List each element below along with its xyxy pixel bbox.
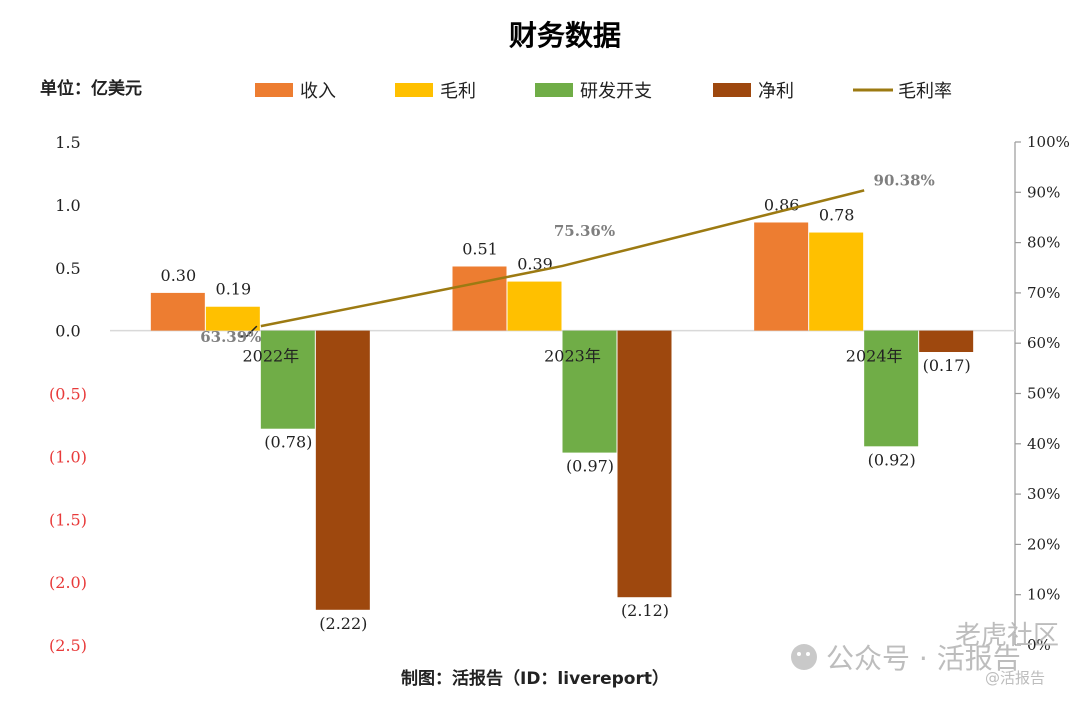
chart-title: 财务数据 <box>509 19 621 52</box>
legend-swatch <box>395 83 433 97</box>
right-tick-label: 20% <box>1027 535 1060 553</box>
bar-4-1 <box>315 330 370 610</box>
gross-margin-line: 63.39% 75.36% 90.38% <box>200 171 935 346</box>
left-tick-label: 1.0 <box>55 196 80 215</box>
watermark-text: 公众号 · 活报告 <box>826 642 1021 675</box>
legend-swatch <box>713 83 751 97</box>
left-tick-label: (0.5) <box>49 385 87 404</box>
unit-label: 单位：亿美元 <box>40 78 142 99</box>
left-tick-label: 1.5 <box>55 133 80 152</box>
legend-label: 毛利 <box>440 81 476 102</box>
right-y-axis: 100% 90% 80% 70% 60% 50% 40% 30% 20% 10% 0% <box>1014 133 1070 654</box>
right-tick-label: 30% <box>1027 485 1060 503</box>
bar-value-label: 0.51 <box>462 239 498 258</box>
bar-value-label: (0.78) <box>264 433 312 452</box>
bar-value-label: 0.30 <box>161 266 197 285</box>
footer-credit: 制图：活报告（ID：livereport） <box>401 668 669 689</box>
gross-margin-label: 75.36% <box>554 222 615 240</box>
right-tick-label: 10% <box>1027 586 1060 604</box>
right-tick-label: 80% <box>1027 234 1060 252</box>
bar-3-2 <box>562 330 617 453</box>
right-tick-label: 40% <box>1027 435 1060 453</box>
left-tick-label: (2.5) <box>49 636 87 655</box>
left-tick-label: 0.5 <box>55 259 80 278</box>
bar-1-1 <box>150 292 205 331</box>
right-tick-label: 70% <box>1027 284 1060 302</box>
bar-labels: 0.300.510.860.190.390.78(0.78)(0.97) (0.9… <box>161 195 971 632</box>
legend-swatch <box>535 83 573 97</box>
left-y-axis: 1.5 1.0 0.5 0.0 (0.5) (1.0) (1.5) (2.0) (2.5) <box>49 133 87 655</box>
bar-value-label: (2.12) <box>621 601 669 620</box>
left-tick-label: (1.5) <box>49 510 87 529</box>
left-tick-label: (2.0) <box>49 573 87 592</box>
legend-label: 研发开支 <box>580 81 652 102</box>
bar-3-3 <box>864 330 919 447</box>
gross-margin-polyline <box>260 189 865 328</box>
category-label: 2023年 <box>544 347 601 366</box>
watermark-community: 老虎社区 <box>955 621 1059 651</box>
bar-value-label: (0.17) <box>923 356 971 375</box>
left-tick-label: 0.0 <box>55 322 80 341</box>
legend-label: 收入 <box>300 81 336 102</box>
legend-swatch <box>255 83 293 97</box>
category-labels: 2022年 2023年 2024年 <box>242 347 902 366</box>
bar-2-2 <box>507 281 562 331</box>
watermark: 公众号 · 活报告 老虎社区 @活报告 <box>791 621 1059 687</box>
bar-1-3 <box>754 222 809 331</box>
bar-value-label: 0.19 <box>216 280 252 299</box>
right-tick-label: 60% <box>1027 334 1060 352</box>
bar-value-label: (2.22) <box>319 614 367 633</box>
bar-value-label: 0.78 <box>819 206 855 225</box>
right-tick-label: 100% <box>1027 133 1070 151</box>
bar-1-2 <box>452 266 507 331</box>
bar-3-1 <box>260 330 315 429</box>
bar-4-3 <box>919 330 974 353</box>
category-label: 2022年 <box>242 347 299 366</box>
bar-value-label: (0.97) <box>566 457 614 476</box>
bar-4-2 <box>617 330 672 598</box>
left-tick-label: (1.0) <box>49 447 87 466</box>
bar-2-1 <box>205 306 260 331</box>
category-label: 2024年 <box>846 347 903 366</box>
watermark-handle: @活报告 <box>985 669 1045 687</box>
bar-value-label: (0.92) <box>868 450 916 469</box>
right-tick-label: 50% <box>1027 385 1060 403</box>
right-tick-label: 0% <box>1027 636 1051 654</box>
legend-label: 净利 <box>758 81 794 102</box>
right-tick-label: 90% <box>1027 183 1060 201</box>
gross-margin-label: 90.38% <box>874 171 935 189</box>
gross-margin-label: 63.39% <box>200 328 261 346</box>
label-leader <box>238 325 258 337</box>
legend: 收入 毛利 研发开支 净利 毛利率 <box>255 81 952 102</box>
bar-2-3 <box>809 232 864 331</box>
bars <box>150 222 974 610</box>
wechat-icon <box>791 644 817 670</box>
legend-label: 毛利率 <box>898 81 952 102</box>
